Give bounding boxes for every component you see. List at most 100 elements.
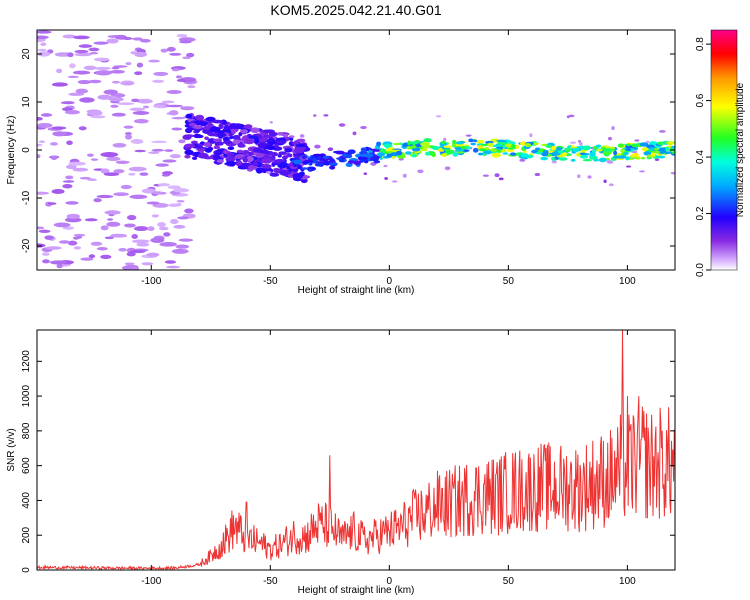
spectrogram-cell [391,155,396,159]
spectrogram-cell [360,147,367,152]
spectrogram-cell [501,149,507,153]
spectrogram-cell [163,232,171,237]
spectrogram-x-axis: -100 -50 0 50 100 [141,30,636,287]
spectrogram-cell [482,174,490,177]
spectrogram-cell [579,142,583,146]
spectrogram-cell [49,260,67,265]
spectrogram-cell [424,151,431,156]
spectrogram-cell [455,141,464,145]
spectrogram-cell [164,149,174,152]
spectrogram-cell [151,214,159,218]
spectrogram-cell [498,177,504,181]
spectrogram-cell [37,116,43,121]
spectrogram-cell [100,152,119,158]
spectrogram-cell [607,161,614,164]
spectrogram-cell [176,78,187,82]
spectrogram-cell [600,146,607,150]
spectrogram-cell [279,161,288,167]
spectrogram-cell [74,49,89,54]
spectrogram-cell [147,226,155,232]
spectrogram-x-axis-label: Height of straight line (km) [298,285,415,296]
spectrogram-cell [166,104,183,108]
spectrogram-cell [654,158,660,161]
spectrogram-cell [131,234,138,239]
spectrogram-cell [40,113,53,117]
spectrogram-cell [125,62,132,66]
spectrogram-cell [263,154,271,159]
spectrogram-cell [126,251,136,257]
spectrogram-cell [47,202,57,205]
spectrogram-cell [465,134,472,137]
spectrogram-cell [631,150,638,154]
spectrogram-cell [423,138,432,143]
spectrogram-cell [577,139,582,143]
spectrogram-cell [269,121,273,124]
snr-marks [37,330,675,570]
spectrogram-cell [431,152,436,158]
spectrogram-cell [106,156,121,162]
spectrogram-cell [352,131,357,136]
spectrogram-cell [520,153,529,158]
spectrogram-cell [110,104,119,108]
spectrogram-cell [670,171,675,175]
spectrogram-cell [51,82,68,87]
spectrogram-cell [569,141,577,144]
spectrogram-cell [111,112,126,117]
spectrogram-cell [216,159,224,163]
spectrogram-cell [146,201,160,205]
spectrogram-cell [178,238,194,242]
spectrogram-cell [243,138,255,145]
spectrogram-cell [587,175,592,179]
spectrogram-cell [558,157,568,161]
spectrogram-cell [62,183,73,189]
spectrogram-cell [40,42,47,46]
spectrogram-cell [410,145,417,149]
spectrogram-cell [185,113,193,119]
spectrogram-cell [444,166,451,171]
spectrogram-cell [78,44,93,48]
snr-x-axis-label: Height of straight line (km) [298,585,415,596]
spectrogram-cell [66,164,77,170]
spectrogram-cell [177,216,189,220]
spectrogram-cell [650,152,656,157]
spectrogram-cell [73,233,86,237]
spectrogram-cell [236,149,244,154]
spectrogram-cell [289,137,294,141]
spectrogram-cell [624,144,634,149]
spectrogram-cell [116,102,135,106]
spectrogram-cell [136,98,153,104]
spectrogram-cell [155,163,169,167]
snr-x-tick-label: 0 [387,576,393,587]
spectrogram-cell [56,263,63,269]
spectrogram-cell [551,160,558,164]
spectrogram-cell [223,149,229,155]
spectrogram-cell [78,126,87,131]
spectrogram-cell [631,143,638,148]
spectrogram-cell [329,158,335,162]
spectrogram-cell [89,51,99,55]
spectrogram-cell [153,71,169,76]
spectrogram-cell [250,127,260,134]
spectrogram-cell [314,144,321,149]
spectrogram-cell [132,111,150,115]
spectrogram-cell [90,115,106,119]
spectrogram-cell [579,152,586,156]
spectrogram-cell [286,153,293,158]
spectrogram-cell [94,57,110,62]
colorbar-tick-label: 0.2 [695,206,706,220]
spectrogram-cell [100,225,109,231]
spectrogram-cell [632,152,639,157]
spectrogram-cell [213,145,221,150]
spectrogram-cell [106,38,119,44]
spectrogram-cell [671,151,675,154]
spectrogram-cell [265,171,272,174]
spectrogram-cell [589,155,598,160]
spectrogram-cell [123,223,136,228]
spectrogram-cell [487,142,494,148]
spectrogram-cell [171,68,180,72]
spectrogram-cell [90,241,103,246]
spectrogram-cell [613,150,618,156]
spectrogram-cell [417,169,424,174]
spectrogram-cell [284,147,293,153]
spectrogram-cell [77,79,92,85]
